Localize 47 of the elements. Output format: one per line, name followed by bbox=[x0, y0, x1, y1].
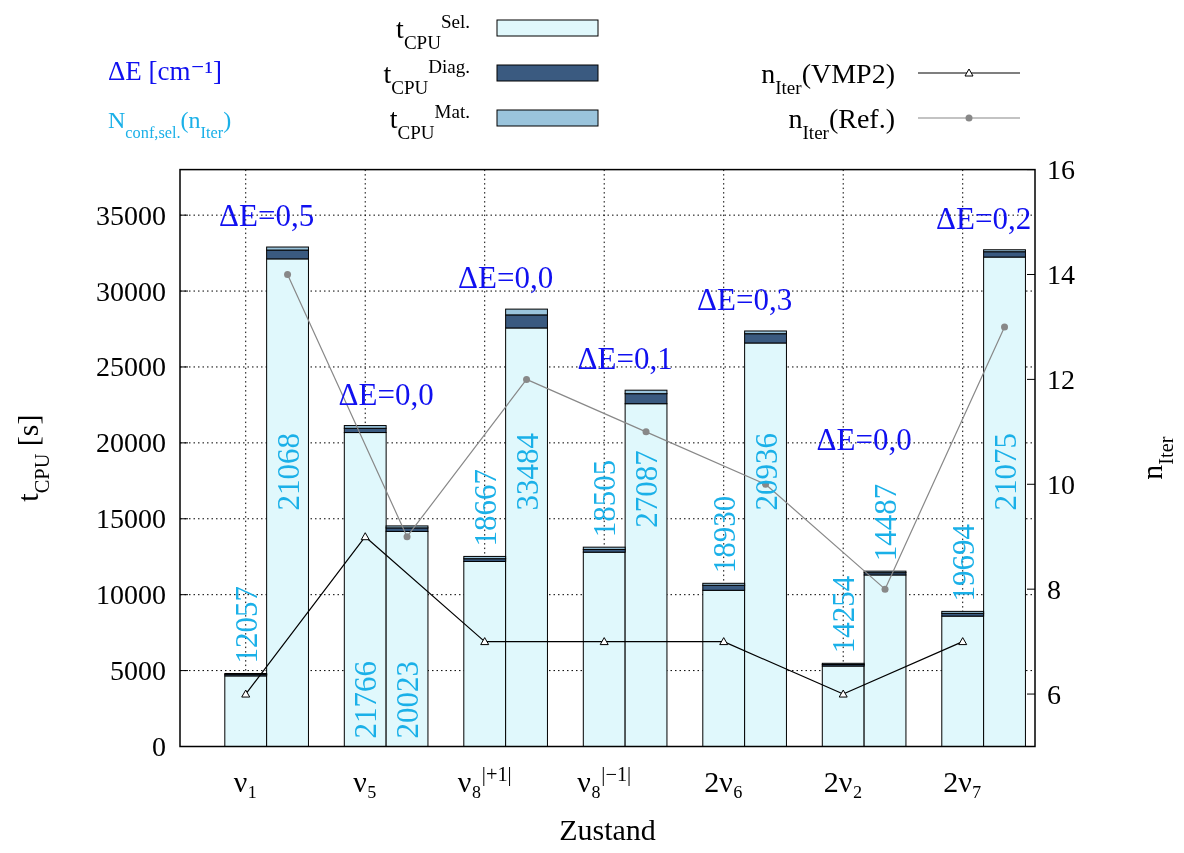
x-tick-label: ν₈$^{|−1|}$ bbox=[577, 762, 632, 798]
x-tick-label: 2ν₂ bbox=[823, 764, 863, 798]
y-tick-label: 25000 bbox=[96, 351, 166, 383]
y2-tick-label: 12 bbox=[1047, 363, 1075, 395]
y-tick-label: 5000 bbox=[110, 655, 166, 687]
annotation: ΔE=0,0 bbox=[338, 376, 434, 412]
x-tick-label: ν₈$^{|+1|}$ bbox=[457, 762, 512, 798]
annotation: ΔE=0,1 bbox=[577, 340, 673, 376]
x-tick-label: ν₁ bbox=[233, 764, 258, 798]
text: ΔE [cm⁻¹] bbox=[108, 56, 222, 86]
annotation: ΔE=0,0 bbox=[816, 421, 912, 457]
annotation: 21068 bbox=[270, 433, 306, 511]
annotation: 14254 bbox=[825, 575, 861, 654]
legend-label: n$_{Iter}$(Ref.) bbox=[788, 103, 895, 143]
x-tick-label: 2ν₇ bbox=[943, 764, 983, 798]
annotation: 20936 bbox=[748, 433, 784, 511]
annotation: ΔE=0,3 bbox=[697, 281, 793, 317]
y-tick-label: 10000 bbox=[96, 579, 166, 611]
annotation: 20023 bbox=[389, 661, 425, 739]
annotation: 14487 bbox=[867, 483, 903, 562]
y-tick-label: 0 bbox=[152, 731, 166, 762]
annotation: 21766 bbox=[347, 661, 383, 739]
annotation: ΔE=0,5 bbox=[219, 197, 315, 233]
annotation: 27087 bbox=[628, 450, 664, 528]
y2-tick-label: 10 bbox=[1047, 468, 1075, 500]
annotation: ΔE=0,0 bbox=[458, 259, 554, 295]
x-tick-label: 2ν₆ bbox=[704, 764, 744, 798]
annotation: 18667 bbox=[467, 468, 503, 547]
y2-tick-label: 6 bbox=[1047, 678, 1061, 710]
annotation: 19694 bbox=[945, 523, 981, 602]
y-tick-label: 15000 bbox=[96, 503, 166, 535]
annotation: ΔE=0,2 bbox=[936, 200, 1032, 236]
y2-tick-label: 14 bbox=[1047, 258, 1075, 290]
y-tick-label: 35000 bbox=[96, 199, 166, 231]
text: N$_{conf,sel.}$(n$_{Iter}$) bbox=[108, 107, 232, 142]
y-tick-label: 30000 bbox=[96, 275, 166, 307]
legend-label: n$_{Iter}$(VMP2) bbox=[761, 58, 895, 98]
annotation: 18930 bbox=[706, 495, 742, 574]
annotation: 21075 bbox=[987, 433, 1023, 511]
y-tick-label: 20000 bbox=[96, 427, 166, 459]
x-tick-label: ν₅ bbox=[353, 764, 378, 798]
annotation: 12057 bbox=[228, 585, 264, 664]
y2-tick-label: 8 bbox=[1047, 573, 1061, 605]
annotation: 33484 bbox=[509, 432, 545, 511]
y2-tick-label: 16 bbox=[1047, 154, 1075, 186]
x-axis-title: Zustand bbox=[559, 813, 656, 846]
annotation: 18505 bbox=[586, 459, 622, 538]
